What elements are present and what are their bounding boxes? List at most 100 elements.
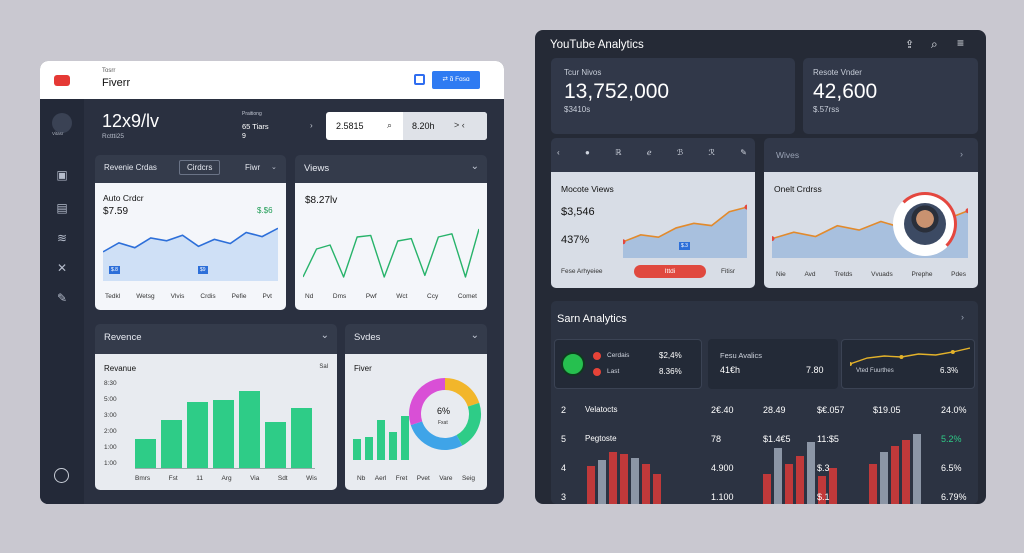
x-tick-label: Tretds	[834, 271, 853, 278]
x-tick-label: Fst	[168, 475, 178, 482]
stats-icon[interactable]: ≋	[56, 231, 68, 245]
table-cell: 28.49	[763, 405, 786, 415]
toolbar-icon[interactable]: ✎	[740, 148, 747, 157]
video-icon[interactable]: ▣	[56, 168, 68, 182]
x-tick-label: Via	[250, 475, 260, 482]
tab-fiverr[interactable]: Fiwr	[245, 163, 261, 172]
table-cell: $€.057	[817, 405, 845, 415]
sidebar: Vitasr ▣ ▤ ≋ ✕ ✎	[40, 99, 84, 504]
footer-button[interactable]: Ittdi	[634, 265, 706, 278]
x-tick-label: 11	[196, 475, 203, 482]
bar	[161, 419, 182, 468]
revenue-subtitle: Revanue	[104, 364, 137, 373]
pen-icon[interactable]: ✎	[56, 291, 68, 305]
kpi2-sub: $.57rss	[813, 105, 840, 114]
views-value: $8.27lv	[305, 195, 338, 206]
revenue-bar-overlay	[551, 431, 978, 504]
table-cell: Velatocts	[585, 405, 618, 414]
search-input[interactable]: 2.5815	[336, 121, 364, 131]
header-action-button[interactable]: ⇄ ɑ̃ Fɑsɑ	[432, 71, 480, 89]
table-cell: 4	[561, 463, 567, 473]
table-cell: 78	[711, 434, 722, 444]
x-tick-label: Tedkl	[105, 293, 121, 300]
toolbar-icon[interactable]: ℬ	[676, 148, 684, 157]
stat-a: Praitiong	[242, 111, 262, 117]
table-cell: 24.0%	[941, 405, 967, 415]
revenue-orders-chart: Auto Crdcr $7.59 $.$6 $.8 $9 Tedkl Wetsg V…	[95, 183, 286, 310]
help-icon[interactable]	[54, 468, 69, 483]
chart-icon[interactable]: ▤	[56, 201, 68, 215]
views-card: Views ⌄ $8.27lv Nd Dms Pwf Wct Ccy Comet	[295, 155, 487, 310]
bar	[389, 432, 397, 460]
data-point	[965, 208, 968, 214]
mid-title: Fesu Avalics	[720, 351, 762, 360]
fiverr-dashboard-window: Tosrr Fiverr ⇄ ɑ̃ Fɑsɑ Vitasr ▣ ▤ ≋ ✕ ✎ …	[40, 61, 504, 504]
bar	[265, 421, 286, 468]
x-tick-label: Wct	[396, 293, 408, 300]
tab-orders[interactable]: Cirdcrs	[179, 160, 221, 175]
whatsapp-icon[interactable]	[561, 352, 585, 376]
bar	[785, 464, 793, 504]
x-tick-label: Pvet	[416, 475, 430, 482]
x-tick-label: Pdes	[951, 271, 966, 278]
search-icon[interactable]: ⌕	[387, 120, 393, 130]
kpi1-sub: $3410s	[564, 105, 591, 114]
nav-arrows-icon[interactable]: > ‹	[454, 120, 465, 130]
row2-dot-icon	[593, 368, 601, 376]
bar	[187, 402, 208, 468]
bar	[239, 390, 260, 468]
chevron-right-icon[interactable]: ›	[961, 312, 964, 322]
donut-slice	[409, 378, 446, 426]
toolbar-icon[interactable]: ℯ	[646, 148, 652, 157]
stat-c: 9	[242, 133, 246, 140]
toolbar-icon[interactable]: ℛ	[708, 148, 715, 157]
x-tick-label: Nie	[776, 271, 786, 278]
bar	[902, 440, 910, 504]
table-cell: $.3	[817, 463, 830, 473]
shield-icon[interactable]	[414, 74, 425, 85]
x-tick-label: Aerl	[374, 475, 387, 482]
x-tick-label: Wetsg	[136, 293, 155, 300]
bar	[631, 458, 639, 504]
tools-icon[interactable]: ✕	[56, 261, 68, 275]
toolbar-icon[interactable]: ●	[585, 148, 590, 157]
chevron-down-icon[interactable]: ⌄	[271, 164, 277, 171]
top-bar: Tosrr Fiverr ⇄ ɑ̃ Fɑsɑ	[40, 61, 504, 99]
table-cell: 3	[561, 492, 567, 502]
prev-arrow-icon[interactable]: ›	[310, 121, 313, 130]
share-icon[interactable]: ⇪	[905, 39, 915, 51]
bar	[880, 452, 888, 504]
creator-photo	[904, 203, 946, 245]
toolbar-icon[interactable]: ‹	[557, 148, 560, 157]
x-tick-label: Nd	[305, 293, 314, 300]
bar	[653, 474, 661, 504]
data-point	[772, 236, 775, 242]
search-icon[interactable]: ⌕	[931, 37, 938, 51]
bar	[774, 448, 782, 504]
kpi-card-subscribers: Resote Vnder 42,600 $.57rss	[803, 58, 978, 134]
donut-slice	[410, 421, 463, 450]
chevron-down-icon[interactable]: ⌄	[320, 330, 329, 341]
x-tick-label: Vvuads	[871, 271, 893, 278]
series-line	[623, 206, 747, 243]
avatar[interactable]	[52, 113, 72, 133]
bar	[353, 439, 361, 460]
mid-value-2: 7.80	[806, 365, 824, 375]
table-cell: $.1	[817, 492, 830, 502]
bar	[642, 464, 650, 504]
bar	[829, 468, 837, 504]
chevron-down-icon[interactable]: ⌄	[470, 330, 479, 341]
tab-revenue-orders[interactable]: Revenie Crdas	[104, 163, 157, 172]
revenue-card: Revence ⌄ Revanue Sal 8:30 5:00 3:00 2:00 1:…	[95, 324, 337, 490]
chevron-right-icon[interactable]: ›	[960, 149, 963, 159]
toolbar-icon[interactable]: ℝ	[615, 148, 622, 157]
data-point	[899, 355, 904, 359]
chevron-down-icon[interactable]: ⌄	[470, 161, 479, 172]
table-cell: 5.2%	[941, 434, 962, 444]
youtube-logo-icon[interactable]	[54, 75, 70, 86]
menu-icon[interactable]: ≡	[957, 36, 965, 50]
area-fill	[623, 207, 747, 258]
x-axis-labels: Bmrs Fst 11 Arg Via Sdt Wis	[135, 475, 317, 482]
x-tick-label: Nb	[357, 475, 366, 482]
